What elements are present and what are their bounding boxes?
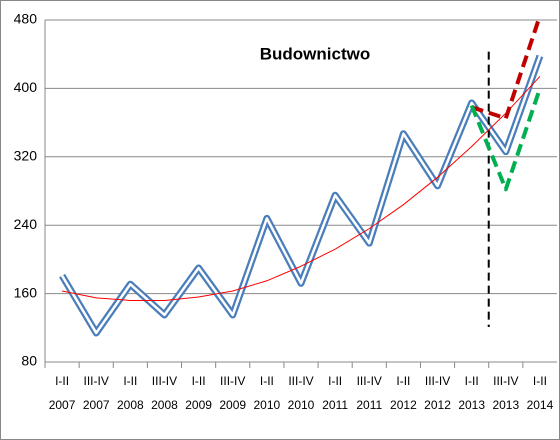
x-tick-label: III-IV [220, 374, 245, 388]
x-tick-label: III-IV [493, 374, 518, 388]
x-tick-year: 2010 [288, 398, 315, 412]
x-tick-year: 2011 [322, 398, 348, 412]
y-tick-label: 240 [14, 216, 38, 232]
x-tick-year: 2009 [219, 398, 246, 412]
x-tick-year: 2014 [527, 398, 554, 412]
x-tick-label: I-II [465, 374, 479, 388]
x-tick-year: 2007 [49, 398, 76, 412]
x-tick-label: I-II [328, 374, 342, 388]
x-tick-label: III-IV [357, 374, 382, 388]
x-tick-year: 2012 [424, 398, 451, 412]
x-tick-label: I-II [533, 374, 547, 388]
line-inner [60, 55, 542, 335]
trend-line [61, 76, 541, 301]
x-tick-year: 2012 [390, 398, 417, 412]
x-tick-label: III-IV [84, 374, 109, 388]
x-tick-year: 2007 [83, 398, 110, 412]
x-tick-label: III-IV [425, 374, 450, 388]
x-tick-label: I-II [396, 374, 410, 388]
x-tick-year: 2009 [185, 398, 212, 412]
y-tick-label: 320 [14, 148, 38, 164]
y-tick-label: 80 [21, 353, 37, 369]
x-tick-label: I-II [260, 374, 274, 388]
x-tick-year: 2008 [151, 398, 178, 412]
x-tick-year: 2011 [356, 398, 382, 412]
y-tick-label: 160 [14, 284, 38, 300]
x-tick-label: III-IV [152, 374, 177, 388]
x-tick-label: I-II [55, 374, 69, 388]
forecast-line [469, 87, 542, 192]
x-tick-year: 2008 [117, 398, 144, 412]
y-tick-label: 400 [14, 79, 38, 95]
forecast-line [471, 15, 542, 121]
x-tick-year: 2013 [458, 398, 485, 412]
x-tick-year: 2013 [492, 398, 519, 412]
x-tick-label: I-II [192, 374, 206, 388]
x-tick-year: 2010 [254, 398, 281, 412]
x-tick-label: I-II [123, 374, 137, 388]
x-tick-label: III-IV [288, 374, 313, 388]
y-tick-label: 480 [14, 11, 38, 27]
chart-title: Budownictwo [260, 44, 370, 63]
